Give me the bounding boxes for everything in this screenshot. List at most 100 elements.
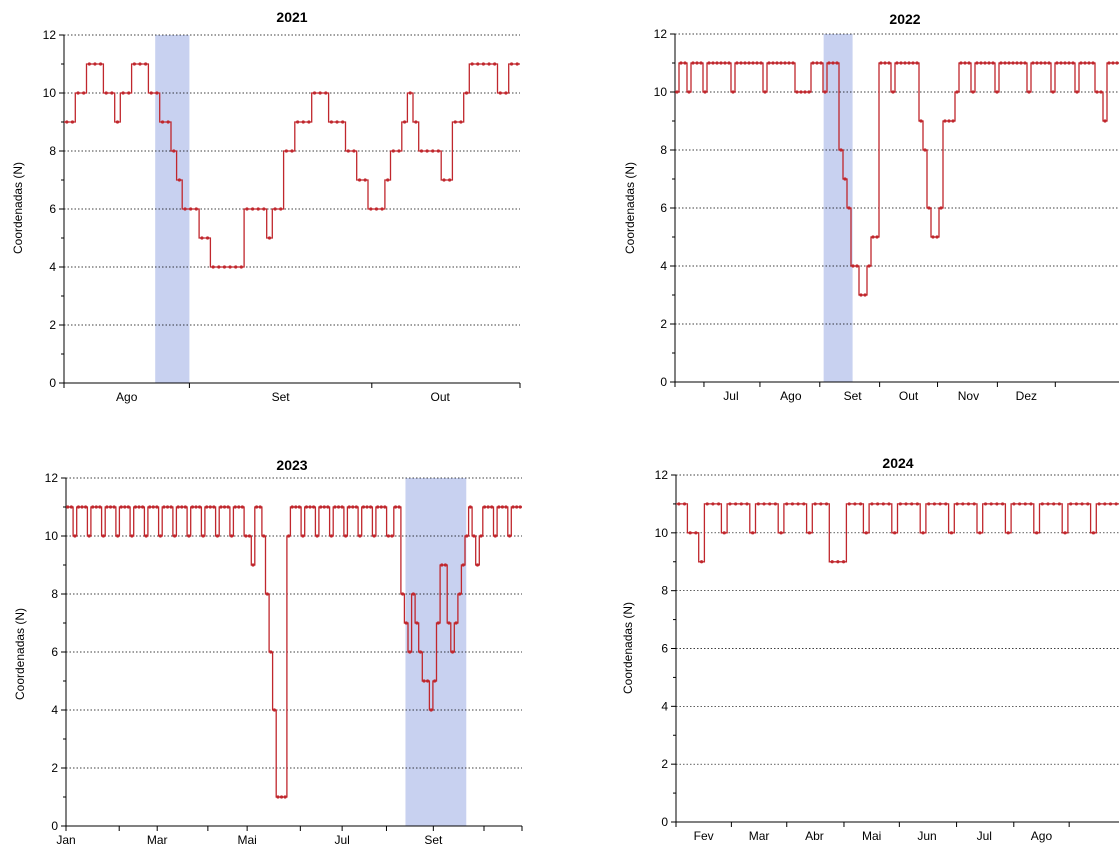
data-point: [785, 502, 789, 506]
x-tick-label: Jul: [334, 833, 349, 846]
data-point: [177, 178, 182, 182]
data-point: [1018, 502, 1022, 506]
data-point: [326, 505, 330, 509]
data-point: [949, 531, 954, 535]
data-point: [87, 534, 91, 538]
data-point: [723, 61, 727, 65]
data-point: [393, 505, 398, 509]
data-point: [401, 592, 405, 596]
y-tick-label: 2: [49, 318, 56, 332]
data-point: [368, 505, 373, 509]
data-point: [315, 534, 319, 538]
data-point: [194, 207, 198, 211]
data-point: [1074, 502, 1079, 506]
data-point: [1063, 531, 1067, 535]
data-point: [160, 120, 165, 124]
data-point: [391, 149, 395, 153]
data-point: [979, 61, 983, 65]
data-point: [476, 62, 480, 66]
data-point: [70, 120, 75, 124]
data-point: [989, 502, 993, 506]
data-point: [311, 505, 316, 509]
data-point: [694, 531, 698, 535]
data-point: [76, 505, 81, 509]
data-point: [425, 149, 429, 153]
data-point: [983, 502, 988, 506]
data-point: [458, 592, 462, 596]
y-tick-label: 0: [51, 819, 58, 833]
data-point: [155, 505, 159, 509]
data-point: [105, 505, 109, 509]
chart-panel-2024: 2024 Coordenadas (N) 0 2 4 6 8 10 12 Fev Mar Abr M…: [621, 455, 1119, 843]
data-point: [1111, 61, 1115, 65]
data-point: [217, 265, 221, 269]
data-point: [115, 120, 120, 124]
data-point: [715, 61, 719, 65]
data-point: [799, 90, 803, 94]
data-point: [991, 61, 995, 65]
data-point: [144, 534, 148, 538]
data-point: [294, 505, 298, 509]
data-point: [165, 505, 170, 509]
data-point: [283, 795, 287, 799]
data-point: [751, 531, 755, 535]
data-point: [819, 502, 823, 506]
data-point: [340, 505, 344, 509]
data-point: [910, 502, 914, 506]
data-point: [504, 505, 508, 509]
y-tick-label: 8: [660, 143, 667, 157]
data-point: [515, 505, 519, 509]
data-point: [898, 502, 902, 506]
data-point: [379, 505, 383, 509]
data-point: [80, 505, 84, 509]
data-point: [858, 502, 863, 506]
data-point: [108, 505, 113, 509]
y-tick-label: 10: [654, 85, 668, 99]
data-point: [91, 505, 95, 509]
data-point: [296, 120, 300, 124]
data-point: [1087, 61, 1091, 65]
data-point: [871, 235, 875, 239]
data-point: [297, 505, 301, 509]
data-point: [98, 62, 103, 66]
data-point: [500, 505, 505, 509]
data-point: [397, 149, 401, 153]
data-point: [240, 505, 244, 509]
x-tick-label: Set: [844, 389, 863, 403]
data-point: [1047, 61, 1051, 65]
data-point: [390, 534, 394, 538]
data-point: [853, 502, 857, 506]
data-point: [486, 505, 490, 509]
data-point: [352, 149, 356, 153]
data-point: [322, 505, 326, 509]
data-point: [110, 91, 114, 95]
data-point: [875, 235, 879, 239]
data-point: [172, 149, 176, 153]
data-point: [824, 502, 829, 506]
data-point: [703, 90, 707, 94]
data-point: [1000, 502, 1005, 506]
data-point: [415, 621, 419, 625]
data-point: [290, 505, 294, 509]
data-point: [747, 61, 751, 65]
data-point: [711, 502, 715, 506]
data-point: [301, 120, 305, 124]
data-point: [907, 61, 911, 65]
data-point: [247, 534, 252, 538]
data-point: [787, 61, 791, 65]
x-tick-label: Abr: [805, 829, 824, 843]
data-point: [932, 502, 937, 506]
data-point: [341, 120, 345, 124]
data-point: [363, 178, 367, 182]
data-point: [830, 560, 834, 564]
data-point: [233, 505, 237, 509]
data-point: [440, 563, 444, 567]
data-point: [1097, 502, 1101, 506]
data-point: [475, 563, 480, 567]
data-point: [132, 62, 136, 66]
data-point: [1115, 61, 1119, 65]
x-tick-label: Mar: [147, 833, 168, 846]
data-point: [137, 505, 141, 509]
data-point: [222, 265, 227, 269]
y-tick-label: 2: [661, 757, 668, 771]
